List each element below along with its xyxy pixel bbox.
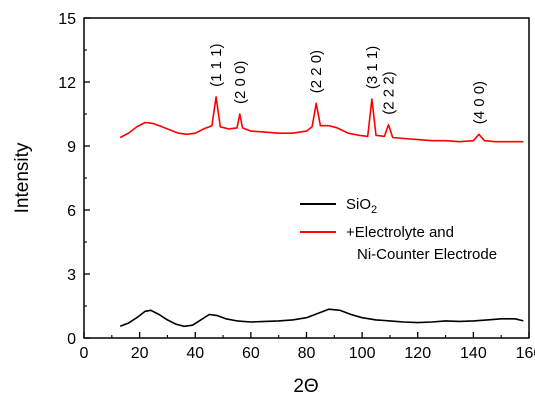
x-tick-label: 80 xyxy=(298,345,316,362)
y-tick-label: 15 xyxy=(58,11,76,28)
x-tick-label: 120 xyxy=(404,345,431,362)
x-tick-label: 0 xyxy=(80,345,89,362)
x-tick-label: 40 xyxy=(186,345,204,362)
x-axis-title: 2Θ xyxy=(293,376,318,397)
peak-label: (2 2 0) xyxy=(308,50,325,93)
legend-label-electrolyte-line2: Ni-Counter Electrode xyxy=(357,246,497,263)
peak-annotations: (1 1 1) (2 0 0) (2 2 0) (3 1 1)(2 2 2) (4 0 … xyxy=(208,44,488,125)
y-tick-label: 9 xyxy=(67,139,76,156)
x-tick-label: 160 xyxy=(516,345,535,362)
legend: SiO2 +Electrolyte and Ni-Counter Electro… xyxy=(300,196,497,263)
plot-frame xyxy=(83,17,530,339)
peak-label: (3 1 1) xyxy=(364,46,381,89)
x-tick-label: 100 xyxy=(349,345,376,362)
y-tick-label: 6 xyxy=(67,203,76,220)
series-layer xyxy=(119,96,524,328)
y-tick-label: 12 xyxy=(58,75,76,92)
x-axis-ticks: 0 20 40 60 80 100 120 140 160 xyxy=(80,332,535,362)
y-tick-label: 3 xyxy=(67,267,76,284)
x-tick-label: 20 xyxy=(131,345,149,362)
x-tick-label: 60 xyxy=(242,345,260,362)
y-tick-label: 0 xyxy=(67,331,76,348)
series-line-electrolyte xyxy=(119,96,524,143)
peak-label: (2 2 2) xyxy=(381,71,398,114)
x-tick-label: 140 xyxy=(460,345,487,362)
legend-label-electrolyte-line1: +Electrolyte and xyxy=(346,224,454,241)
peak-label: (2 0 0) xyxy=(232,61,249,104)
peak-label: (4 0 0) xyxy=(471,81,488,124)
y-axis-title: Intensity xyxy=(12,142,33,213)
series-line-sio2 xyxy=(119,308,524,328)
peak-label: (1 1 1) xyxy=(208,44,225,87)
y-axis-ticks: 0 3 6 9 12 15 xyxy=(58,11,90,348)
legend-label-sio2: SiO2 xyxy=(346,196,377,216)
